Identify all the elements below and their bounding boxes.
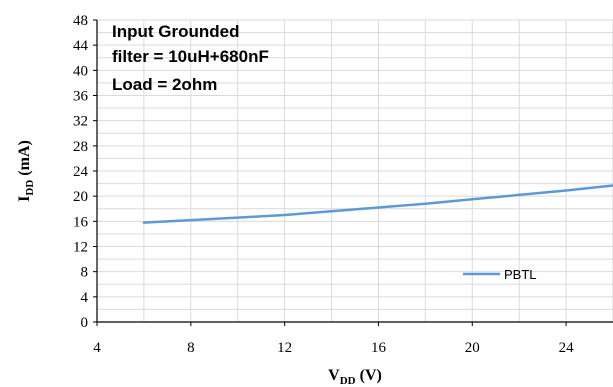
x-tick-label-4: 4 — [93, 340, 101, 356]
x-axis-label-main: V — [328, 367, 340, 384]
x-tick-label-16: 16 — [371, 340, 387, 356]
y-tick-label-20: 20 — [73, 189, 88, 205]
y-tick-label-0: 0 — [81, 315, 89, 331]
x-axis-label-sub: DD — [340, 375, 356, 387]
y-tick-label-8: 8 — [81, 265, 89, 281]
y-tick-label-32: 32 — [73, 114, 88, 130]
y-axis-label-main: I — [16, 196, 33, 202]
y-tick-label-48: 48 — [73, 13, 88, 29]
y-tick-label-4: 4 — [81, 290, 89, 306]
annotation-filter: filter = 10uH+680nF — [112, 47, 269, 66]
y-tick-label-40: 40 — [73, 63, 88, 79]
x-axis-label-unit: (V) — [356, 367, 382, 384]
x-tick-label-20: 20 — [465, 340, 480, 356]
y-tick-label-24: 24 — [73, 164, 89, 180]
series-line-pbtl — [142, 184, 613, 224]
y-axis-label-unit: (mA) — [16, 140, 33, 180]
x-tick-label-8: 8 — [187, 340, 195, 356]
y-tick-label-28: 28 — [73, 139, 88, 155]
grid — [96, 19, 613, 323]
y-tick-label-12: 12 — [73, 240, 88, 256]
x-tick-label-12: 12 — [277, 340, 292, 356]
y-tick-label-36: 36 — [73, 89, 89, 105]
y-tick-label-44: 44 — [73, 38, 89, 54]
y-tick-label-16: 16 — [73, 214, 89, 230]
y-axis-label: IDD (mA) — [16, 140, 36, 202]
annotation-input-grounded: Input Grounded — [112, 22, 239, 41]
annotation-load: Load = 2ohm — [112, 75, 217, 94]
x-axis-label: VDD (V) — [328, 367, 382, 387]
x-tick-label-24: 24 — [559, 340, 575, 356]
legend: PBTL — [463, 267, 537, 282]
annotations: Input Grounded filter = 10uH+680nF Load … — [112, 22, 269, 94]
axes — [93, 19, 613, 326]
x-tick-labels: 4 8 12 16 20 24 — [93, 340, 574, 356]
series-lines — [142, 184, 613, 224]
y-axis-label-sub: DD — [24, 180, 36, 196]
legend-label-pbtl: PBTL — [504, 267, 537, 282]
